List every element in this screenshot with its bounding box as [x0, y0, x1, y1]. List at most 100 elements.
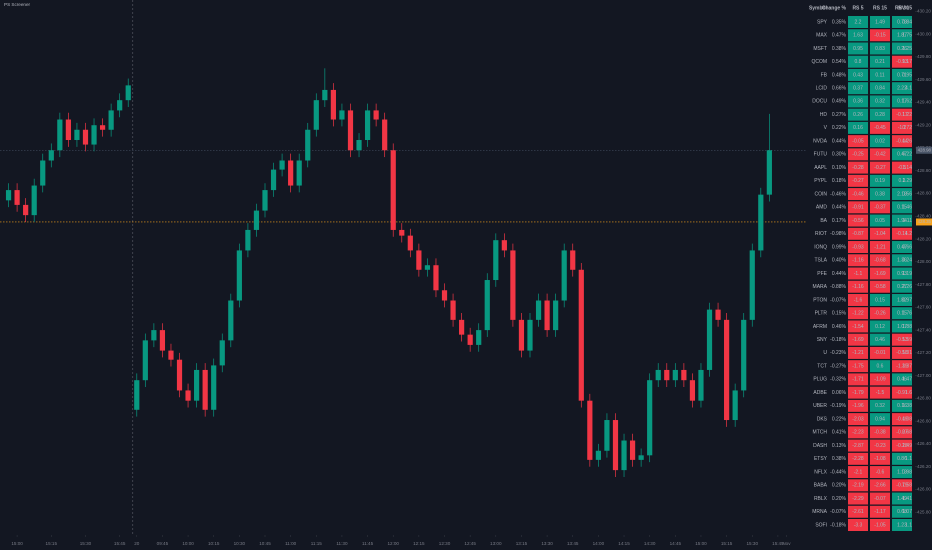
symbol: UBER — [813, 403, 827, 409]
candle-body — [724, 319, 730, 421]
change-value: -0.88% — [830, 284, 846, 290]
rs-cell — [870, 346, 890, 359]
rs-value: 0.21 — [875, 59, 885, 65]
candle-body — [561, 250, 567, 301]
rv-value: 1.38 — [902, 403, 912, 409]
symbol: NFLX — [814, 469, 827, 475]
symbol: ADBE — [813, 390, 827, 396]
y-tick-label: 429.20 — [917, 122, 931, 127]
rs-value: -1.75 — [852, 363, 864, 369]
candle-body — [305, 129, 311, 161]
rs-cell — [892, 492, 912, 505]
rs-value: 0.15 — [897, 311, 907, 317]
rs-cell — [870, 108, 890, 121]
change-value: 0.48% — [832, 72, 847, 78]
change-value: 0.41% — [832, 430, 847, 436]
rs-cell — [870, 55, 890, 68]
rs-cell — [870, 267, 890, 280]
rs-value: -2.23 — [852, 430, 864, 436]
rs-value: -1.5 — [876, 390, 885, 396]
rs-cell — [848, 452, 868, 465]
candle-body — [766, 150, 772, 195]
rs-cell — [848, 227, 868, 240]
rs-cell — [870, 148, 890, 161]
rv-value: 2.26 — [902, 284, 912, 290]
rs-cell — [870, 479, 890, 492]
symbol: IONQ — [814, 244, 827, 250]
rs-value: -0.15 — [874, 33, 886, 39]
rs-cell — [848, 241, 868, 254]
rv-value: 1.25 — [902, 46, 912, 52]
change-value: -0.23% — [830, 350, 846, 356]
rs-value: -0.28 — [896, 443, 908, 449]
rs-value: 2.2 — [855, 19, 862, 25]
rv-value: 1.76 — [902, 311, 912, 317]
change-value: 0.49% — [832, 99, 847, 105]
x-tick-label: Nov — [782, 541, 791, 546]
rs-cell — [870, 280, 890, 293]
rs-cell — [848, 346, 868, 359]
change-value: 0.22% — [832, 125, 847, 131]
rs-cell — [870, 505, 890, 518]
rs-value: 0.26 — [897, 46, 907, 52]
change-value: 0.38% — [832, 456, 847, 462]
x-tick-label: 10:30 — [234, 541, 246, 546]
rv-value: 1.41 — [902, 496, 912, 502]
rs-value: -0.68 — [874, 258, 886, 264]
rs-cell — [892, 466, 912, 479]
rs-cell — [848, 492, 868, 505]
candle-body — [142, 340, 148, 381]
rs-value: 0.86 — [897, 456, 907, 462]
rs-cell — [870, 42, 890, 55]
y-tick-label: 427.40 — [917, 327, 931, 332]
rs-cell — [870, 386, 890, 399]
candle-body — [194, 369, 200, 401]
rs-value: -1.69 — [874, 271, 886, 277]
candle-body — [40, 160, 46, 186]
rv-value: 0.24 — [902, 258, 912, 264]
change-value: 0.10% — [832, 165, 847, 171]
rs-cell — [892, 413, 912, 426]
rs-cell — [848, 29, 868, 42]
change-value: 0.38% — [832, 46, 847, 52]
rv-value: 0.56 — [902, 191, 912, 197]
rs-cell — [848, 68, 868, 81]
rs-value: -1.17 — [874, 509, 886, 515]
rs-cell — [848, 479, 868, 492]
x-tick-label: 10:45 — [259, 541, 271, 546]
rs-cell — [892, 452, 912, 465]
candle-body — [689, 380, 696, 401]
candle-body — [356, 140, 362, 151]
x-tick-label: 14:45 — [670, 541, 682, 546]
rs-cell — [870, 68, 890, 81]
column-header: Change % — [822, 5, 847, 11]
y-tick-label: 426.00 — [917, 487, 931, 492]
rv-value: 1.07 — [902, 509, 912, 515]
y-tick-label: 429.60 — [917, 77, 931, 82]
x-tick-label: 11:30 — [336, 541, 348, 546]
candle-body — [228, 300, 234, 341]
rs-cell — [848, 519, 868, 531]
rs-cell — [848, 95, 868, 108]
rs-cell — [892, 386, 912, 399]
rs-value: -0.28 — [852, 165, 864, 171]
rs-value: 0.02 — [875, 138, 885, 144]
rv-value: 0.95 — [902, 72, 912, 78]
rs-value: 0.68 — [897, 509, 907, 515]
rs-value: 0.43 — [853, 72, 863, 78]
rs-value: -0.44 — [896, 138, 908, 144]
rs-value: -0.27 — [852, 178, 864, 184]
candle-body — [441, 290, 448, 301]
x-tick-label: 14:00 — [593, 541, 605, 546]
rs-value: -0.87 — [852, 231, 864, 237]
rs-cell — [870, 241, 890, 254]
symbol: RBLX — [814, 496, 828, 502]
rs-cell — [870, 135, 890, 148]
rs-value: 0.36 — [853, 99, 863, 105]
rs-cell — [870, 333, 890, 346]
rs-cell — [870, 439, 890, 452]
y-tick-label: 425.80 — [917, 509, 931, 514]
y-tick-label: 428.00 — [917, 259, 931, 264]
rs-cell — [848, 42, 868, 55]
rv-value: 0.97 — [902, 297, 912, 303]
